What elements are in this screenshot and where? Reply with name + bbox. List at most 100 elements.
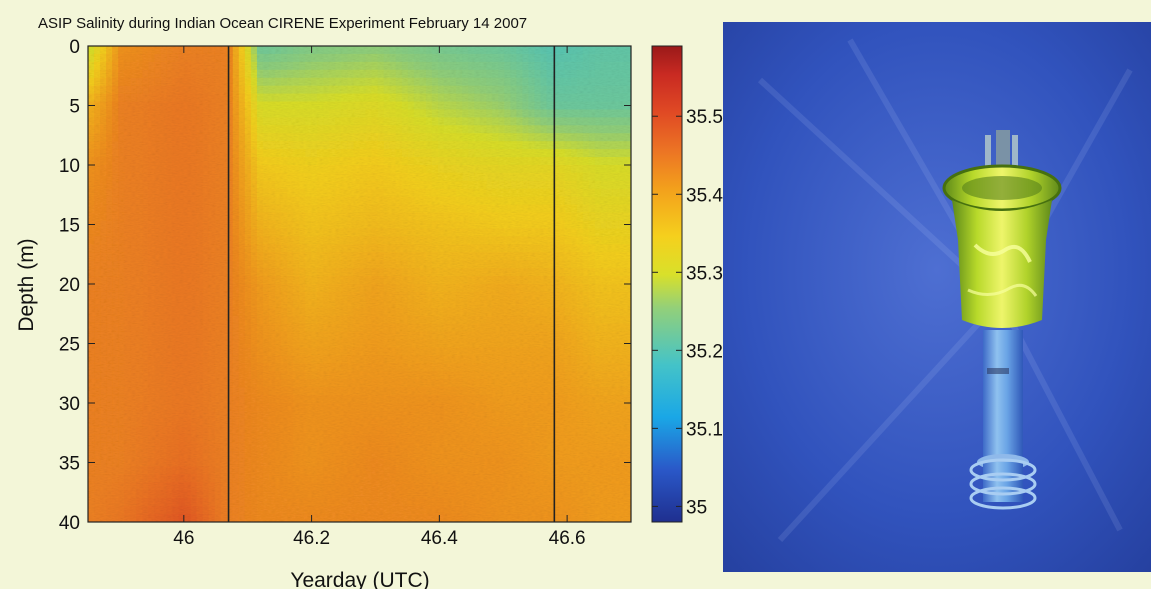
heatmap-cell: [214, 244, 222, 253]
heatmap-cell: [456, 450, 463, 460]
heatmap-cell: [486, 379, 493, 388]
heatmap-cell: [323, 157, 330, 166]
heatmap-cell: [190, 46, 198, 55]
heatmap-cell: [305, 371, 312, 380]
heatmap-cell: [359, 109, 367, 118]
heatmap-cell: [359, 323, 367, 333]
heatmap-cell: [232, 252, 240, 261]
heatmap-cell: [262, 291, 270, 301]
heatmap-cell: [178, 442, 186, 452]
heatmap-cell: [540, 149, 548, 158]
heatmap-cell: [450, 442, 457, 452]
heatmap-cell: [618, 323, 626, 333]
heatmap-cell: [238, 371, 246, 380]
heatmap-cell: [244, 466, 252, 475]
heatmap-cell: [492, 371, 499, 380]
heatmap-cell: [281, 149, 288, 158]
heatmap-cell: [323, 410, 330, 420]
heatmap-cell: [106, 69, 113, 79]
heatmap-cell: [510, 180, 517, 190]
heatmap-cell: [468, 339, 475, 349]
heatmap-cell: [353, 228, 361, 237]
heatmap-cell: [220, 284, 228, 293]
heatmap-cell: [172, 323, 180, 333]
heatmap-cell: [371, 212, 379, 222]
heatmap-cell: [624, 133, 631, 142]
heatmap-cell: [136, 387, 143, 396]
heatmap-cell: [437, 165, 445, 174]
heatmap-cell: [564, 236, 572, 245]
heatmap-cell: [220, 355, 228, 364]
heatmap-cell: [305, 466, 312, 475]
heatmap-cell: [118, 228, 125, 237]
heatmap-cell: [118, 291, 125, 301]
heatmap-cell: [154, 220, 161, 230]
heatmap-cell: [262, 196, 270, 206]
heatmap-cell: [94, 149, 101, 158]
heatmap-cell: [468, 371, 475, 380]
heatmap-cell: [564, 371, 572, 380]
heatmap-cell: [124, 410, 131, 420]
heatmap-cell: [208, 117, 216, 126]
heatmap-cell: [564, 268, 572, 277]
heatmap-cell: [492, 450, 499, 460]
heatmap-cell: [462, 371, 469, 380]
heatmap-cell: [516, 188, 523, 198]
heatmap-cell: [401, 180, 409, 190]
heatmap-cell: [250, 220, 258, 230]
heatmap-cell: [335, 172, 342, 182]
heatmap-cell: [389, 85, 397, 95]
heatmap-cell: [299, 466, 306, 475]
heatmap-cell: [106, 61, 113, 71]
heatmap-cell: [437, 141, 445, 150]
heatmap-cell: [480, 69, 487, 79]
heatmap-cell: [540, 371, 548, 380]
heatmap-cell: [232, 172, 240, 182]
heatmap-cell: [299, 252, 306, 261]
heatmap-cell: [474, 93, 481, 103]
heatmap-cell: [546, 363, 554, 372]
heatmap-cell: [425, 363, 433, 372]
heatmap-cell: [468, 204, 475, 214]
heatmap-cell: [262, 77, 270, 87]
heatmap-cell: [281, 450, 288, 460]
heatmap-cell: [407, 204, 415, 214]
heatmap-cell: [256, 426, 264, 436]
heatmap-cell: [564, 149, 572, 158]
heatmap-cell: [401, 474, 409, 483]
heatmap-cell: [293, 228, 300, 237]
heatmap-cell: [311, 101, 318, 111]
heatmap-cell: [450, 125, 457, 134]
heatmap-cell: [262, 46, 270, 55]
heatmap-cell: [389, 426, 397, 436]
heatmap-cell: [130, 165, 137, 174]
heatmap-cell: [395, 133, 403, 142]
heatmap-cell: [130, 196, 137, 206]
heatmap-cell: [552, 466, 560, 475]
heatmap-cell: [118, 252, 125, 261]
heatmap-cell: [196, 157, 204, 166]
heatmap-cell: [492, 77, 499, 87]
heatmap-cell: [371, 331, 379, 341]
heatmap-cell: [456, 355, 463, 364]
heatmap-cell: [281, 363, 288, 372]
heatmap-cell: [431, 188, 439, 198]
heatmap-cell: [443, 355, 451, 364]
heatmap-cell: [365, 299, 373, 309]
heatmap-cell: [208, 77, 216, 87]
heatmap-cell: [341, 93, 349, 103]
heatmap-cell: [232, 85, 240, 95]
heatmap-cell: [582, 141, 590, 150]
heatmap-cell: [558, 133, 566, 142]
heatmap-cell: [383, 53, 391, 63]
heatmap-cell: [232, 482, 240, 491]
heatmap-cell: [275, 323, 282, 333]
heatmap-cell: [250, 125, 258, 134]
heatmap-cell: [148, 172, 155, 182]
heatmap-cell: [202, 101, 210, 111]
heatmap-cell: [130, 442, 137, 452]
heatmap-cell: [341, 260, 349, 269]
heatmap-cell: [450, 395, 457, 404]
heatmap-cell: [335, 403, 342, 412]
heatmap-cell: [480, 260, 487, 269]
